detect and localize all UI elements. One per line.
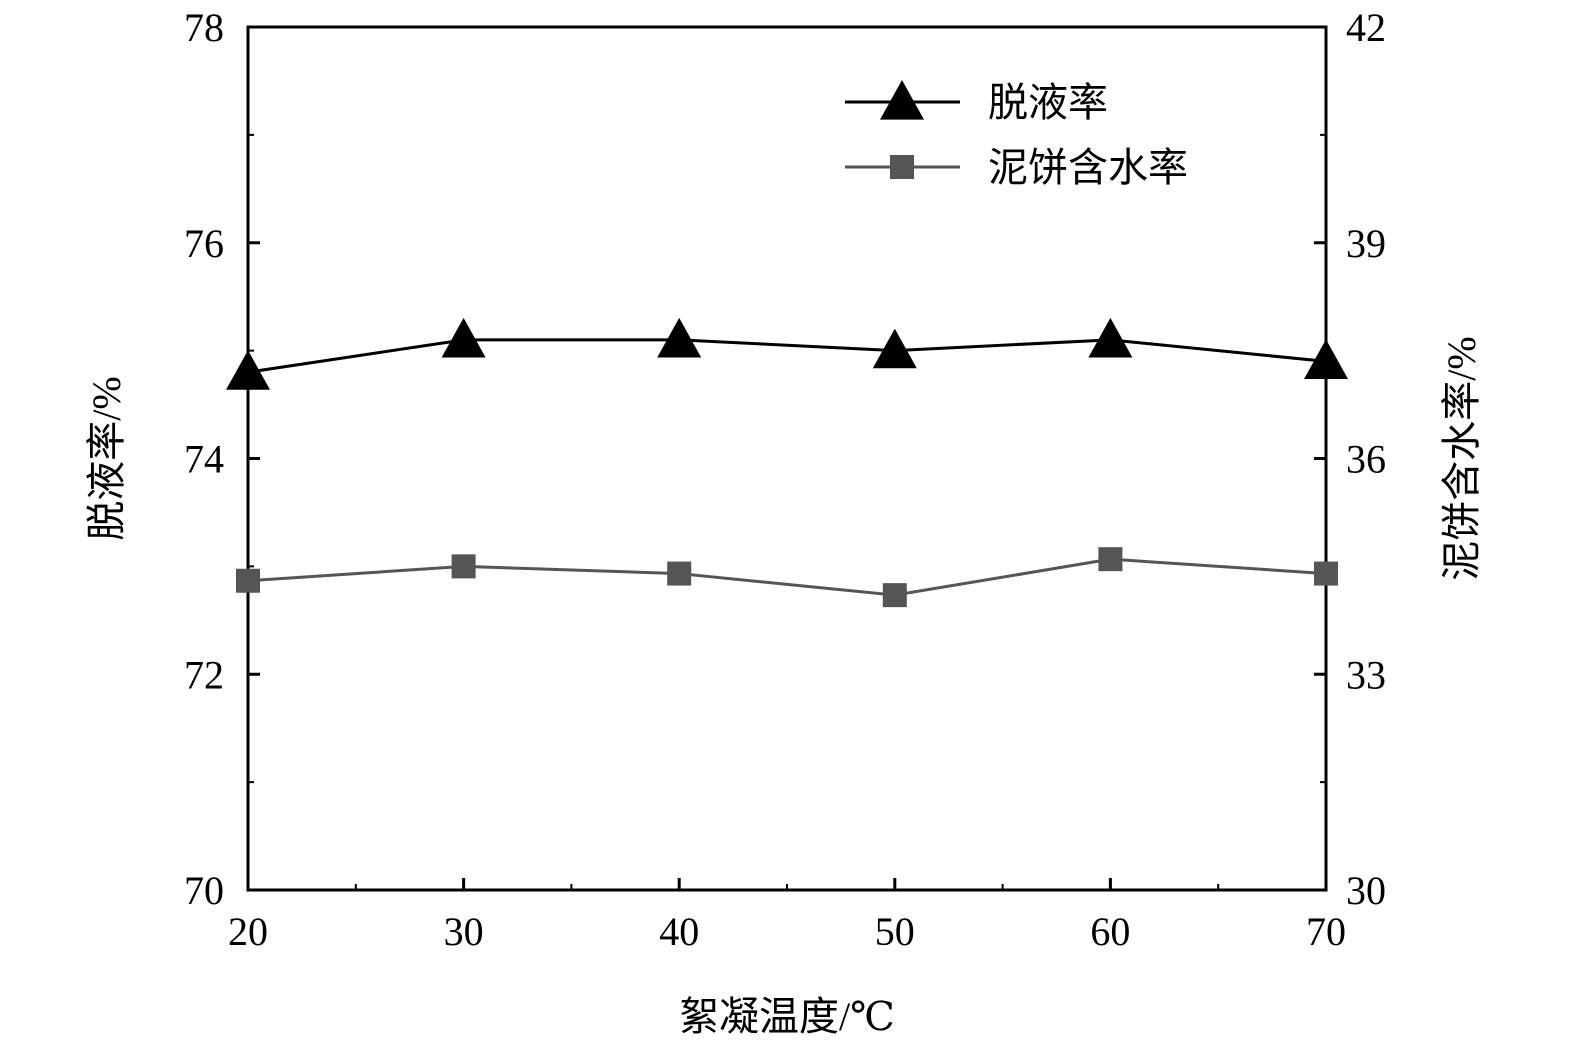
data-point: [882, 583, 907, 608]
data-point: [657, 317, 702, 358]
right-y-tick-label: 30: [1346, 868, 1386, 913]
left-y-tick-label: 78: [184, 5, 224, 50]
x-tick-label: 20: [228, 909, 268, 954]
left-y-tick-label: 70: [184, 868, 224, 913]
series-line: [247, 338, 1327, 374]
legend-label: 脱液率: [988, 80, 1108, 125]
data-point: [441, 317, 486, 358]
left-y-tick-label: 74: [184, 437, 224, 482]
data-point: [451, 554, 476, 579]
right-y-axis-title: 泥饼含水率/%: [1439, 336, 1484, 580]
legend-marker: [890, 155, 914, 179]
legend-item: 脱液率: [845, 80, 1108, 125]
left-y-axis-title: 脱液率/%: [84, 376, 129, 540]
right-y-tick-label: 42: [1346, 5, 1386, 50]
x-axis-title: 絮凝温度/℃: [679, 994, 895, 1039]
right-y-tick-label: 39: [1346, 221, 1386, 266]
x-tick-label: 60: [1090, 909, 1130, 954]
data-point: [1098, 547, 1123, 572]
left-y-tick-label: 76: [184, 221, 224, 266]
data-point: [1304, 339, 1348, 380]
axes: 20 30 40 50 60 70 70 72 74 76 78 30 33 36 39 42: [184, 5, 1386, 954]
data-point: [872, 328, 917, 369]
right-y-tick-label: 33: [1346, 652, 1386, 697]
data-point: [1088, 317, 1133, 358]
x-tick-label: 40: [659, 909, 699, 954]
legend-item: 泥饼含水率: [845, 145, 1188, 190]
legend-marker: [880, 80, 924, 120]
x-tick-label: 30: [444, 909, 484, 954]
x-tick-label: 50: [875, 909, 915, 954]
data-point: [667, 561, 692, 586]
series-line: [247, 557, 1327, 597]
series-layer: [226, 317, 1348, 608]
series-2: [236, 547, 1338, 608]
right-y-tick-label: 36: [1346, 437, 1386, 482]
left-y-tick-label: 72: [184, 652, 224, 697]
data-point: [226, 350, 270, 390]
series-1: [226, 317, 1348, 390]
legend-label: 泥饼含水率: [988, 145, 1188, 190]
data-point: [236, 568, 260, 593]
x-tick-label: 70: [1306, 909, 1346, 954]
data-point: [1314, 561, 1338, 586]
